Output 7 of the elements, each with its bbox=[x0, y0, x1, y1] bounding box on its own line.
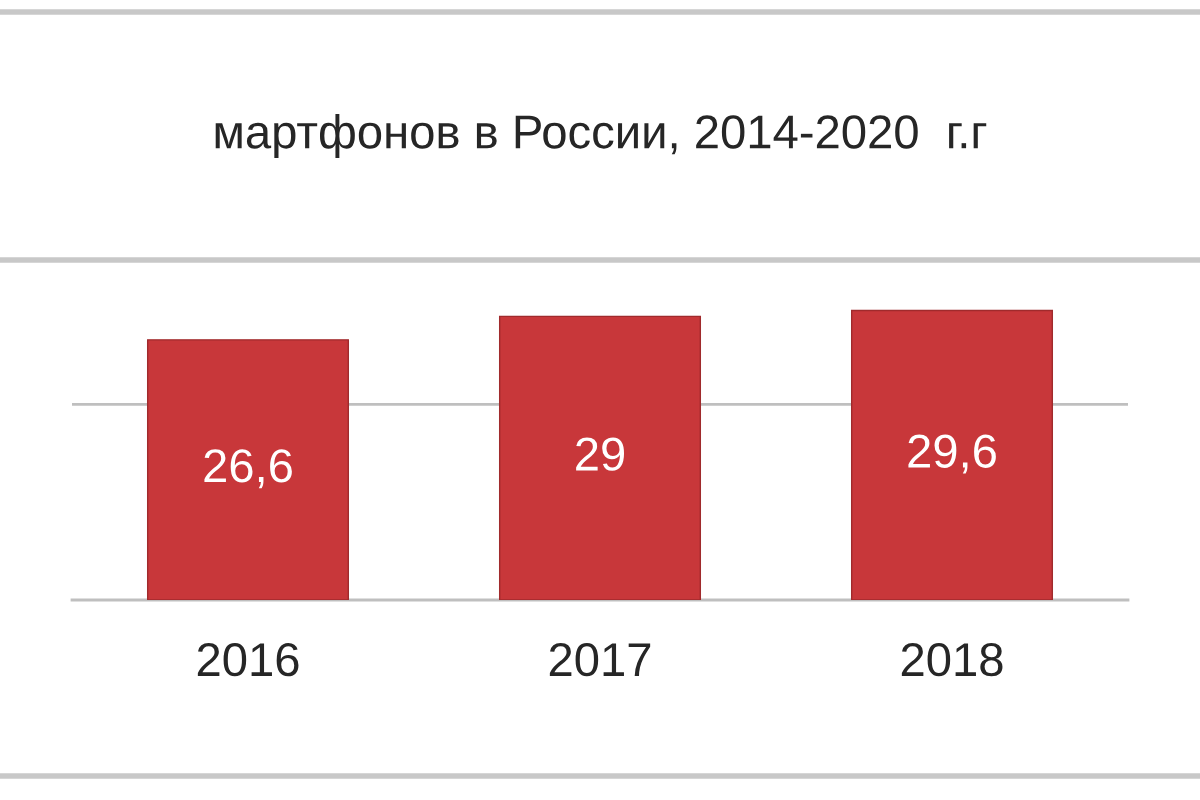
chart-title: мартфонов в России, 2014-2020 г.г bbox=[215, 113, 987, 159]
data-label: 26,6 bbox=[204, 449, 292, 489]
x-tick-label: 2018 bbox=[901, 642, 1003, 677]
x-tick-label: 2017 bbox=[549, 642, 651, 677]
x-tick-label: 2016 bbox=[197, 642, 299, 677]
data-label: 29,6 bbox=[908, 434, 996, 474]
data-label: 29 bbox=[576, 437, 625, 471]
